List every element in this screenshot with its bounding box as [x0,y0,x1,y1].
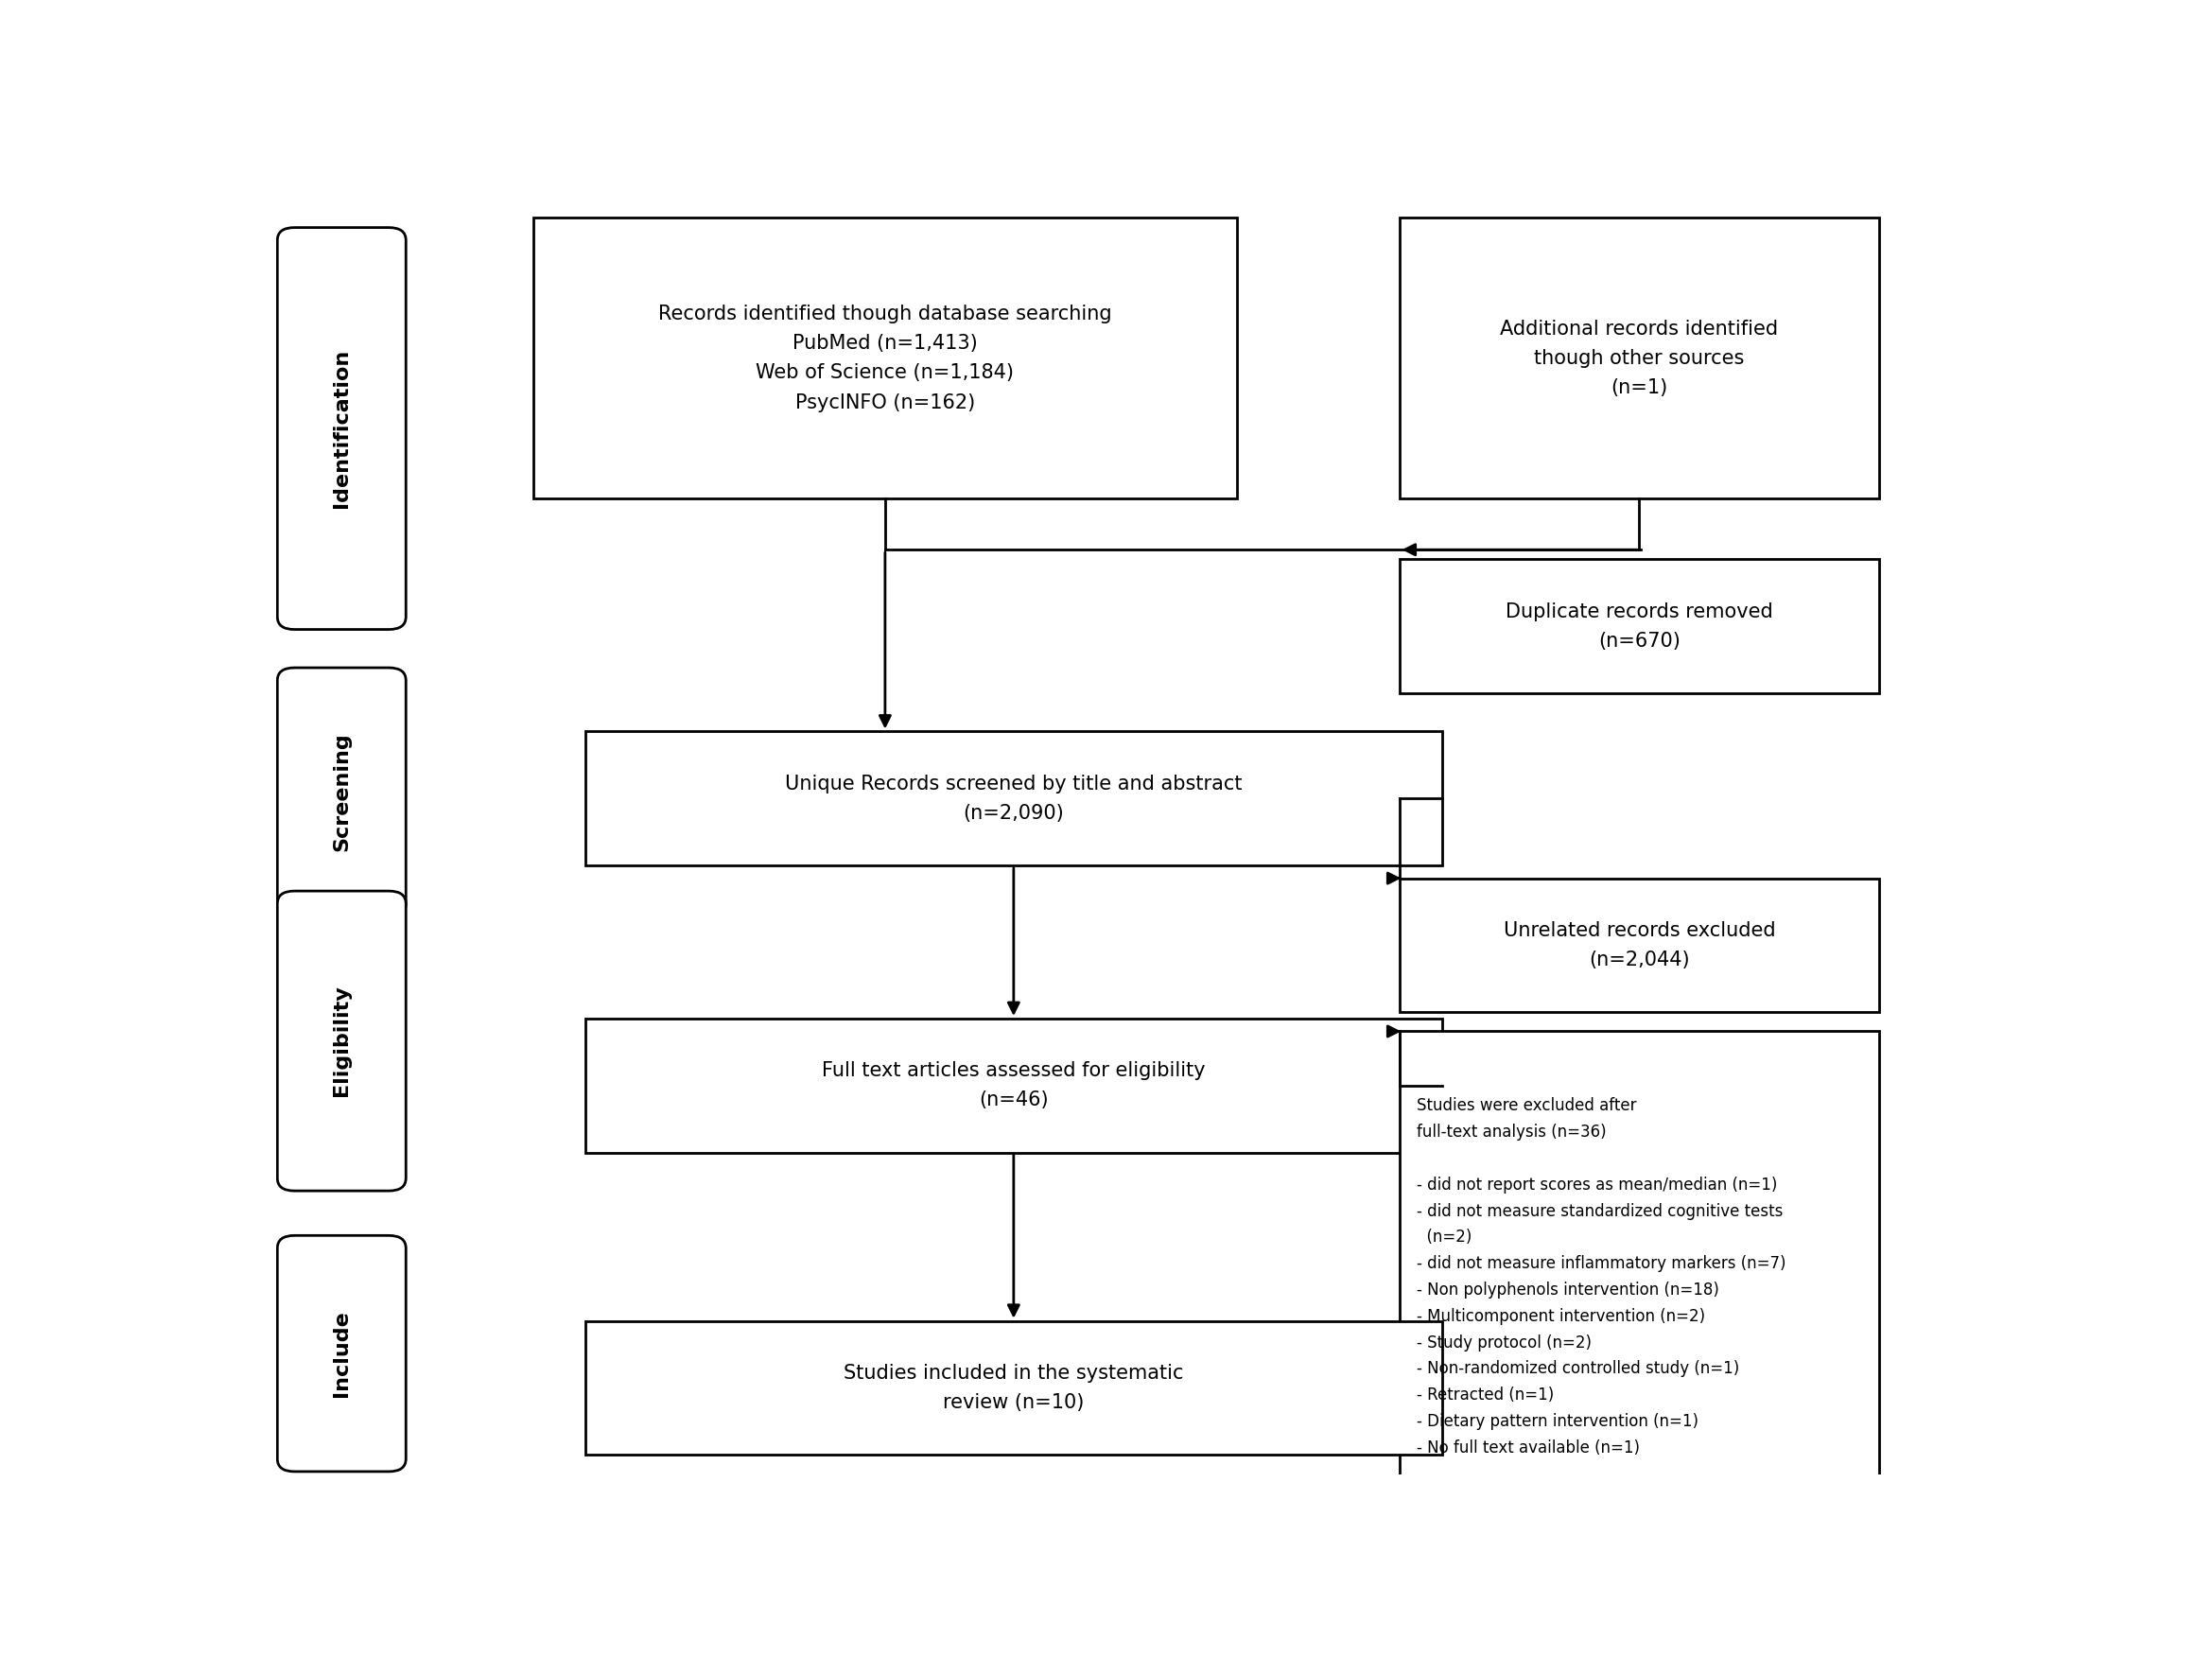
FancyBboxPatch shape [276,891,407,1191]
FancyBboxPatch shape [1400,878,1880,1012]
Text: Studies included in the systematic
review (n=10): Studies included in the systematic revie… [843,1364,1183,1412]
FancyBboxPatch shape [1400,1031,1880,1523]
FancyBboxPatch shape [584,1019,1442,1153]
FancyBboxPatch shape [584,1321,1442,1455]
FancyBboxPatch shape [276,1236,407,1471]
Text: Studies were excluded after
full-text analysis (n=36)

- did not report scores a: Studies were excluded after full-text an… [1416,1097,1785,1457]
Text: Unrelated records excluded
(n=2,044): Unrelated records excluded (n=2,044) [1504,921,1776,969]
FancyBboxPatch shape [1400,560,1880,693]
Text: Duplicate records removed
(n=670): Duplicate records removed (n=670) [1506,601,1774,651]
Text: Identification: Identification [332,350,352,509]
Text: Full text articles assessed for eligibility
(n=46): Full text articles assessed for eligibil… [823,1062,1206,1110]
Text: Additional records identified
though other sources
(n=1): Additional records identified though oth… [1500,320,1778,398]
Text: Unique Records screened by title and abstract
(n=2,090): Unique Records screened by title and abs… [785,774,1243,824]
Text: Screening: Screening [332,732,352,852]
FancyBboxPatch shape [533,219,1237,499]
FancyBboxPatch shape [276,668,407,916]
FancyBboxPatch shape [584,731,1442,865]
Text: Eligibility: Eligibility [332,986,352,1097]
Text: Include: Include [332,1311,352,1397]
FancyBboxPatch shape [276,227,407,630]
FancyBboxPatch shape [1400,219,1880,499]
Text: Records identified though database searching
PubMed (n=1,413)
Web of Science (n=: Records identified though database searc… [659,305,1113,413]
